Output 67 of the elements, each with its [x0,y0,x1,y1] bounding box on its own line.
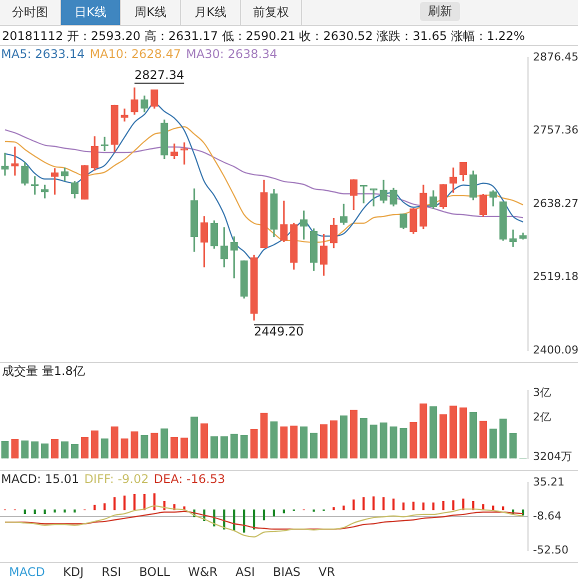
candlestick [509,230,517,247]
text: 前复权 [241,0,302,25]
bar [44,509,46,514]
bar [382,497,385,510]
text: 周K线 [121,0,181,25]
y-tick-label: 2757.36 [533,124,578,137]
annotation: 2827.34 [134,68,184,82]
text: 分时图 [0,0,61,25]
bar [362,497,365,510]
text: 月K线 [181,0,241,25]
bar [422,502,424,510]
text: MA5: 2633.14 [1,47,85,61]
bar [392,498,395,510]
y-tick-label: -52.50 [533,543,568,556]
series-label: DIFF: -9.02 [84,472,149,486]
bar [24,509,26,514]
bar [312,509,315,512]
line-series [4,126,524,243]
y-tick-label: 2519.18 [533,270,578,284]
chart-title: 成交量 量1.8亿 [1,363,86,379]
text: MACD [8,564,46,581]
text: DEA: -16.53 [154,472,226,486]
bar [332,507,335,510]
line-series [4,505,524,538]
bar [34,509,36,514]
y-tick-label: -8.64 [533,509,562,522]
bar [402,502,405,510]
bar [352,499,355,510]
bar [452,500,454,510]
line-series [4,129,524,218]
bar [113,497,116,510]
y-tick-label: 2876.45 [533,50,578,64]
y-tick-label: 35.21 [533,475,564,488]
y-tick-label: 2638.27 [533,196,578,210]
bar [74,509,76,512]
annotation: 2449.20 [254,324,304,338]
text: BIAS [272,564,302,581]
bar [64,509,66,512]
bar [133,494,136,510]
bar [342,506,345,510]
bar [262,509,266,520]
y-tick-label: 2亿 [533,410,551,424]
y-tick-label: 2400.09 [533,343,578,356]
chart-title: 20181112 开：2593.20 高：2631.17 低：2590.21 收：2630.52 涨跌：31.65 涨幅：1.22% [0,26,578,46]
bar [442,500,444,510]
text: W&R [186,564,219,581]
bar [123,496,126,510]
text: 日K线 [61,0,121,25]
bar [462,498,464,510]
text: MA30: 2638.34 [186,47,278,61]
y-tick-label: 3亿 [533,386,551,399]
bar [272,509,276,516]
text: RSI [100,564,122,581]
text: MA10: 2628.47 [90,47,181,61]
candlestick [1,152,9,176]
text: ASI [234,564,256,581]
text: 3204万 [533,450,572,463]
text: 刷新 [420,2,460,21]
candlestick [11,146,19,176]
bar [492,506,494,510]
bar [54,509,56,512]
bar [432,502,434,510]
text: VR [318,564,336,581]
text: KDJ [62,564,85,581]
bar [372,496,375,510]
text: BOLL [138,564,171,581]
series-label: MACD: 15.01 [1,472,80,486]
